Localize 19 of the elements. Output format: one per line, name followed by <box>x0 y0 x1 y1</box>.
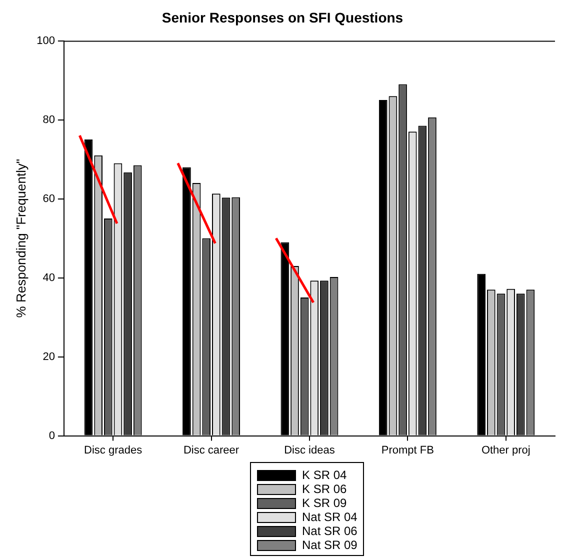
legend-label: Nat SR 06 <box>302 524 358 538</box>
x-tick-label: Disc ideas <box>284 444 336 456</box>
y-tick-label: 60 <box>42 192 55 205</box>
y-tick-label: 80 <box>42 114 55 126</box>
x-tick-label: Prompt FB <box>381 444 434 456</box>
y-tick-label: 0 <box>48 430 55 442</box>
legend-label: K SR 04 <box>302 468 347 482</box>
chart-title: Senior Responses on SFI Questions <box>162 9 404 26</box>
x-tick-label: Other proj <box>481 444 530 456</box>
y-tick-label: 100 <box>36 34 55 47</box>
legend-label: K SR 06 <box>302 482 347 496</box>
x-tick-label: Disc career <box>183 444 240 456</box>
y-tick-label: 20 <box>42 350 55 363</box>
legend-label: Nat SR 09 <box>302 538 358 552</box>
legend-label: K SR 09 <box>302 496 347 510</box>
y-tick-label: 40 <box>42 272 55 284</box>
y-axis-title: % Responding "Frequently" <box>13 158 28 318</box>
legend-label: Nat SR 04 <box>302 510 358 524</box>
x-tick-label: Disc grades <box>84 444 143 456</box>
